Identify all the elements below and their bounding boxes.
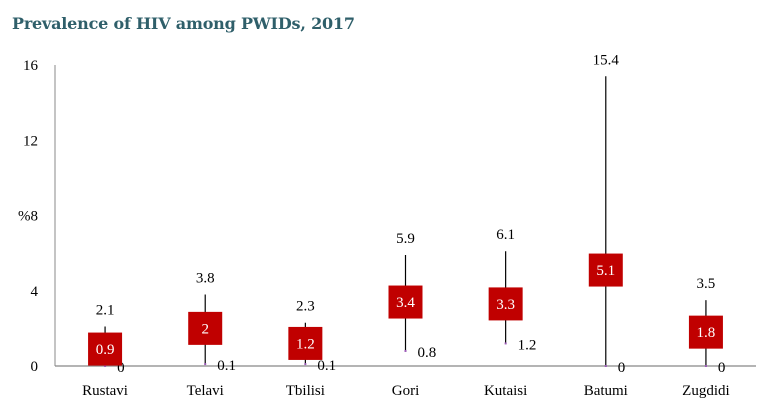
low-marker [104,365,107,367]
low-marker [704,365,707,367]
mid-data-label: 3.4 [396,295,415,311]
low-data-label: 0.8 [418,345,437,361]
mid-label-box [88,332,123,366]
x-tick-label: Rustavi [82,383,128,399]
low-data-label: 1.2 [518,337,537,353]
y-tick-label: 12 [23,133,38,149]
mid-data-label: 0.9 [96,342,115,358]
y-tick-label: 0 [31,359,39,375]
y-tick-label: 4 [31,284,39,300]
mid-label-box [288,326,323,360]
mid-label-box [688,315,723,349]
high-data-label: 15.4 [593,52,620,68]
x-tick-label: Tbilisi [286,383,325,399]
y-tick-label: %8 [18,209,38,225]
low-data-label: 0 [718,360,726,376]
high-data-label: 2.3 [296,299,315,315]
low-marker [204,363,207,366]
low-data-label: 0 [117,360,125,376]
y-tick-label: 16 [23,58,39,74]
mid-data-label: 5.1 [596,263,615,279]
low-data-label: 0.1 [317,358,336,374]
x-tick-label: Gori [392,383,420,399]
low-data-label: 0.1 [217,358,236,374]
high-data-label: 2.1 [96,302,115,318]
mid-label-box [188,311,223,345]
x-tick-label: Batumi [584,383,628,399]
high-data-label: 5.9 [396,231,415,247]
mid-data-label: 1.2 [296,336,315,352]
low-marker [404,349,407,352]
high-data-label: 3.5 [697,276,716,292]
low-marker [504,342,507,345]
mid-label-box [488,287,523,321]
chart-title: Prevalence of HIV among PWIDs, 2017 [12,14,355,33]
low-data-label: 0 [618,360,626,376]
mid-label-box [588,253,623,287]
mid-data-label: 1.8 [697,325,716,341]
high-data-label: 3.8 [196,271,215,287]
mid-data-label: 3.3 [496,297,515,313]
mid-data-label: 2 [201,321,209,337]
low-marker [604,365,607,367]
low-marker [304,363,307,366]
x-tick-label: Zugdidi [682,383,730,399]
x-tick-label: Telavi [187,383,224,399]
high-data-label: 6.1 [496,227,515,243]
mid-label-box [388,285,423,319]
x-tick-label: Kutaisi [484,383,527,399]
